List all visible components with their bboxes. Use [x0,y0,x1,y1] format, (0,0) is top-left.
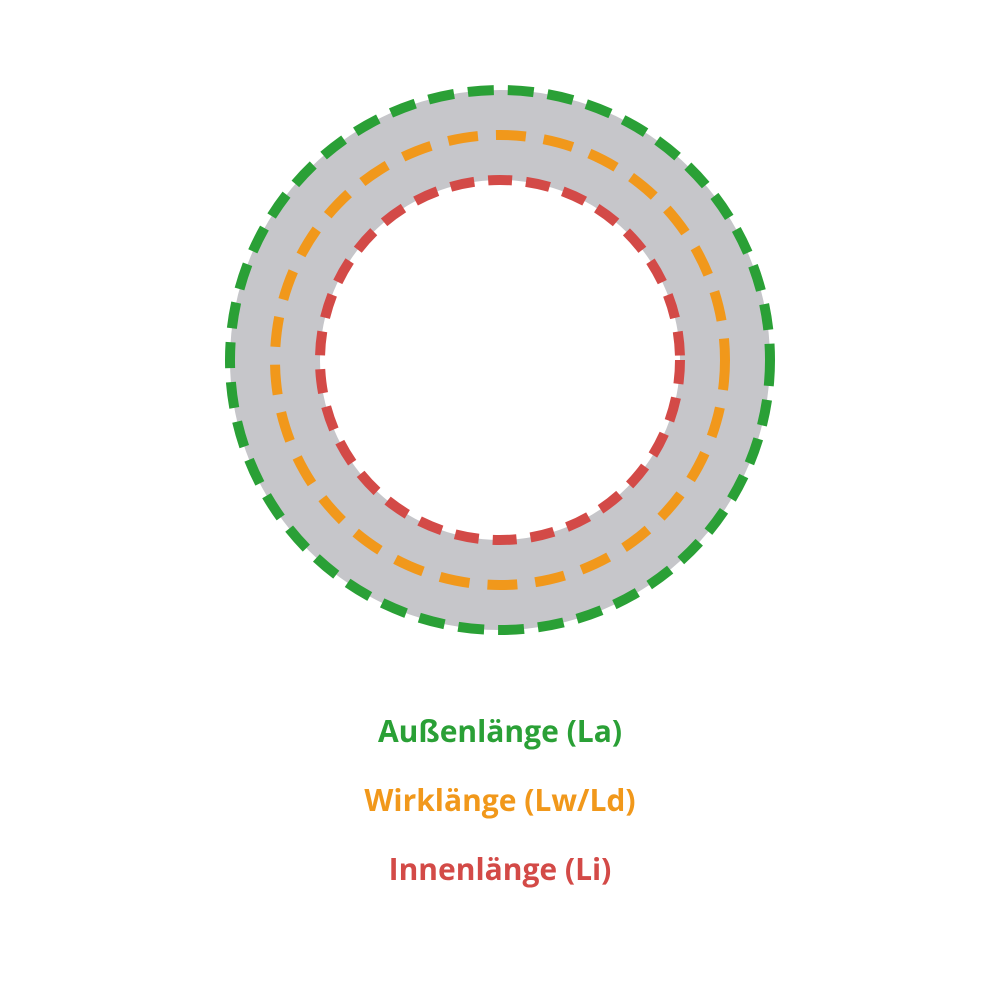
legend: Außenlänge (La) Wirklänge (Lw/Ld) Innenl… [364,710,635,889]
legend-outer: Außenlänge (La) [378,710,622,751]
legend-inner: Innenlänge (Li) [389,848,612,889]
ring-svg [200,60,800,660]
inner-circle [320,180,680,540]
legend-middle: Wirklänge (Lw/Ld) [364,779,635,820]
ring-diagram [0,60,1000,660]
